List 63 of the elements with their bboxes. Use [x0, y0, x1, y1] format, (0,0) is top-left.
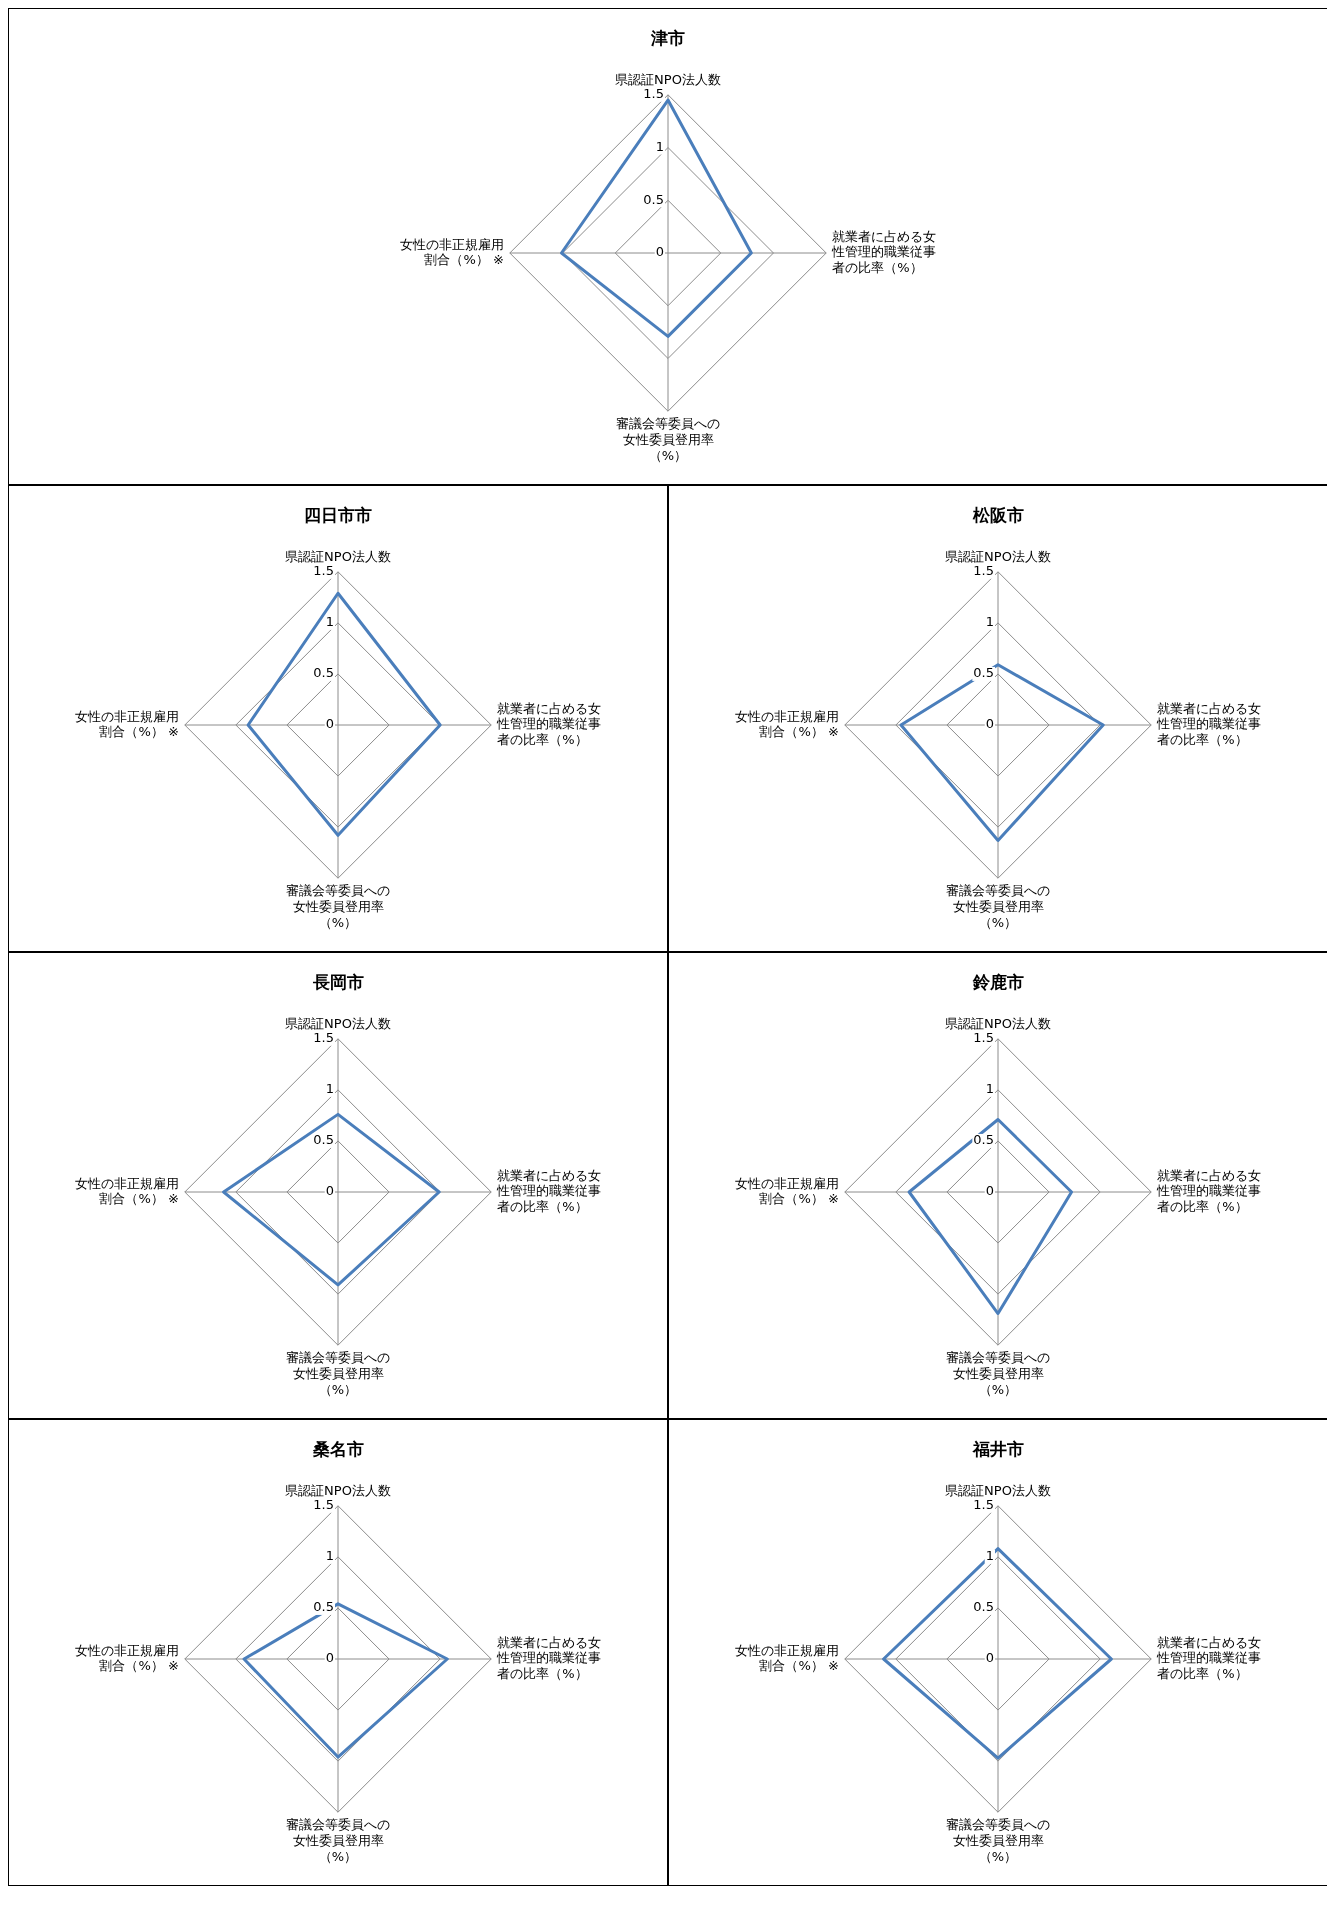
- y-tick-label: 1: [325, 1548, 334, 1564]
- spoke-label: 就業者に占める女性管理的職業従事者の比率（%）: [1156, 1634, 1262, 1681]
- spoke-label: 審議会等委員への女性委員登用率（%）: [616, 416, 720, 463]
- y-tick-label: 1: [985, 1548, 994, 1564]
- y-tick-label: 0.5: [313, 1132, 334, 1148]
- y-tick-label: 0.5: [973, 665, 994, 681]
- spoke-label: 就業者に占める女性管理的職業従事者の比率（%）: [1156, 1167, 1262, 1214]
- y-tick-label: 1.5: [973, 1030, 994, 1046]
- y-tick-label: 0: [325, 1183, 334, 1199]
- spoke-label: 審議会等委員への女性委員登用率（%）: [286, 883, 390, 930]
- spoke-label: 審議会等委員への女性委員登用率（%）: [946, 883, 1050, 930]
- spoke-label: 女性の非正規雇用割合（%） ※: [74, 708, 179, 740]
- spoke-label: 女性の非正規雇用割合（%） ※: [734, 708, 839, 740]
- spoke-label: 就業者に占める女性管理的職業従事者の比率（%）: [831, 228, 937, 275]
- spoke-label: 県認証NPO法人数: [285, 1483, 391, 1499]
- y-tick-label: 1.5: [973, 1497, 994, 1513]
- spoke-label: 県認証NPO法人数: [945, 1016, 1051, 1032]
- chart-title: 松阪市: [971, 504, 1025, 527]
- spoke-label: 女性の非正規雇用割合（%） ※: [74, 1175, 179, 1207]
- y-tick-label: 0.5: [973, 1599, 994, 1615]
- spoke-label: 審議会等委員への女性委員登用率（%）: [946, 1817, 1050, 1864]
- spoke-label: 就業者に占める女性管理的職業従事者の比率（%）: [496, 700, 602, 747]
- spoke-label: 県認証NPO法人数: [285, 1016, 391, 1032]
- spoke-label: 就業者に占める女性管理的職業従事者の比率（%）: [496, 1167, 602, 1214]
- spoke-label: 女性の非正規雇用割合（%） ※: [74, 1642, 179, 1674]
- y-tick-label: 1.5: [313, 563, 334, 579]
- spoke-label: 審議会等委員への女性委員登用率（%）: [286, 1817, 390, 1864]
- spoke-label: 県認証NPO法人数: [285, 549, 391, 565]
- y-tick-label: 0: [655, 244, 664, 260]
- spoke-label: 審議会等委員への女性委員登用率（%）: [286, 1350, 390, 1397]
- chart-title: 津市: [650, 27, 686, 50]
- chart-title: 桑名市: [311, 1438, 365, 1461]
- y-tick-label: 1: [985, 1081, 994, 1097]
- y-tick-label: 1: [325, 614, 334, 630]
- y-tick-label: 0.5: [313, 665, 334, 681]
- y-tick-label: 0: [985, 1650, 994, 1666]
- chart-title: 四日市市: [303, 504, 373, 527]
- y-tick-label: 0: [325, 716, 334, 732]
- spoke-label: 女性の非正規雇用割合（%） ※: [734, 1642, 839, 1674]
- y-tick-label: 1.5: [643, 86, 664, 102]
- spoke-label: 審議会等委員への女性委員登用率（%）: [946, 1350, 1050, 1397]
- chart-title: 長岡市: [311, 971, 365, 994]
- chart-title: 福井市: [971, 1438, 1025, 1461]
- y-tick-label: 1: [655, 138, 664, 154]
- spoke-label: 県認証NPO法人数: [945, 1483, 1051, 1499]
- spoke-label: 就業者に占める女性管理的職業従事者の比率（%）: [1156, 700, 1262, 747]
- y-tick-label: 0.5: [643, 191, 664, 207]
- spoke-label: 女性の非正規雇用割合（%） ※: [399, 236, 504, 268]
- y-tick-label: 1: [325, 1081, 334, 1097]
- spoke-label: 県認証NPO法人数: [945, 549, 1051, 565]
- y-tick-label: 1.5: [973, 563, 994, 579]
- y-tick-label: 0: [985, 716, 994, 732]
- spoke-label: 就業者に占める女性管理的職業従事者の比率（%）: [496, 1634, 602, 1681]
- spoke-label: 県認証NPO法人数: [615, 72, 721, 88]
- spoke-label: 女性の非正規雇用割合（%） ※: [734, 1175, 839, 1207]
- y-tick-label: 0: [985, 1183, 994, 1199]
- y-tick-label: 1.5: [313, 1030, 334, 1046]
- y-tick-label: 0: [325, 1650, 334, 1666]
- y-tick-label: 0.5: [973, 1132, 994, 1148]
- y-tick-label: 1.5: [313, 1497, 334, 1513]
- chart-title: 鈴鹿市: [971, 971, 1025, 994]
- y-tick-label: 0.5: [313, 1599, 334, 1615]
- y-tick-label: 1: [985, 614, 994, 630]
